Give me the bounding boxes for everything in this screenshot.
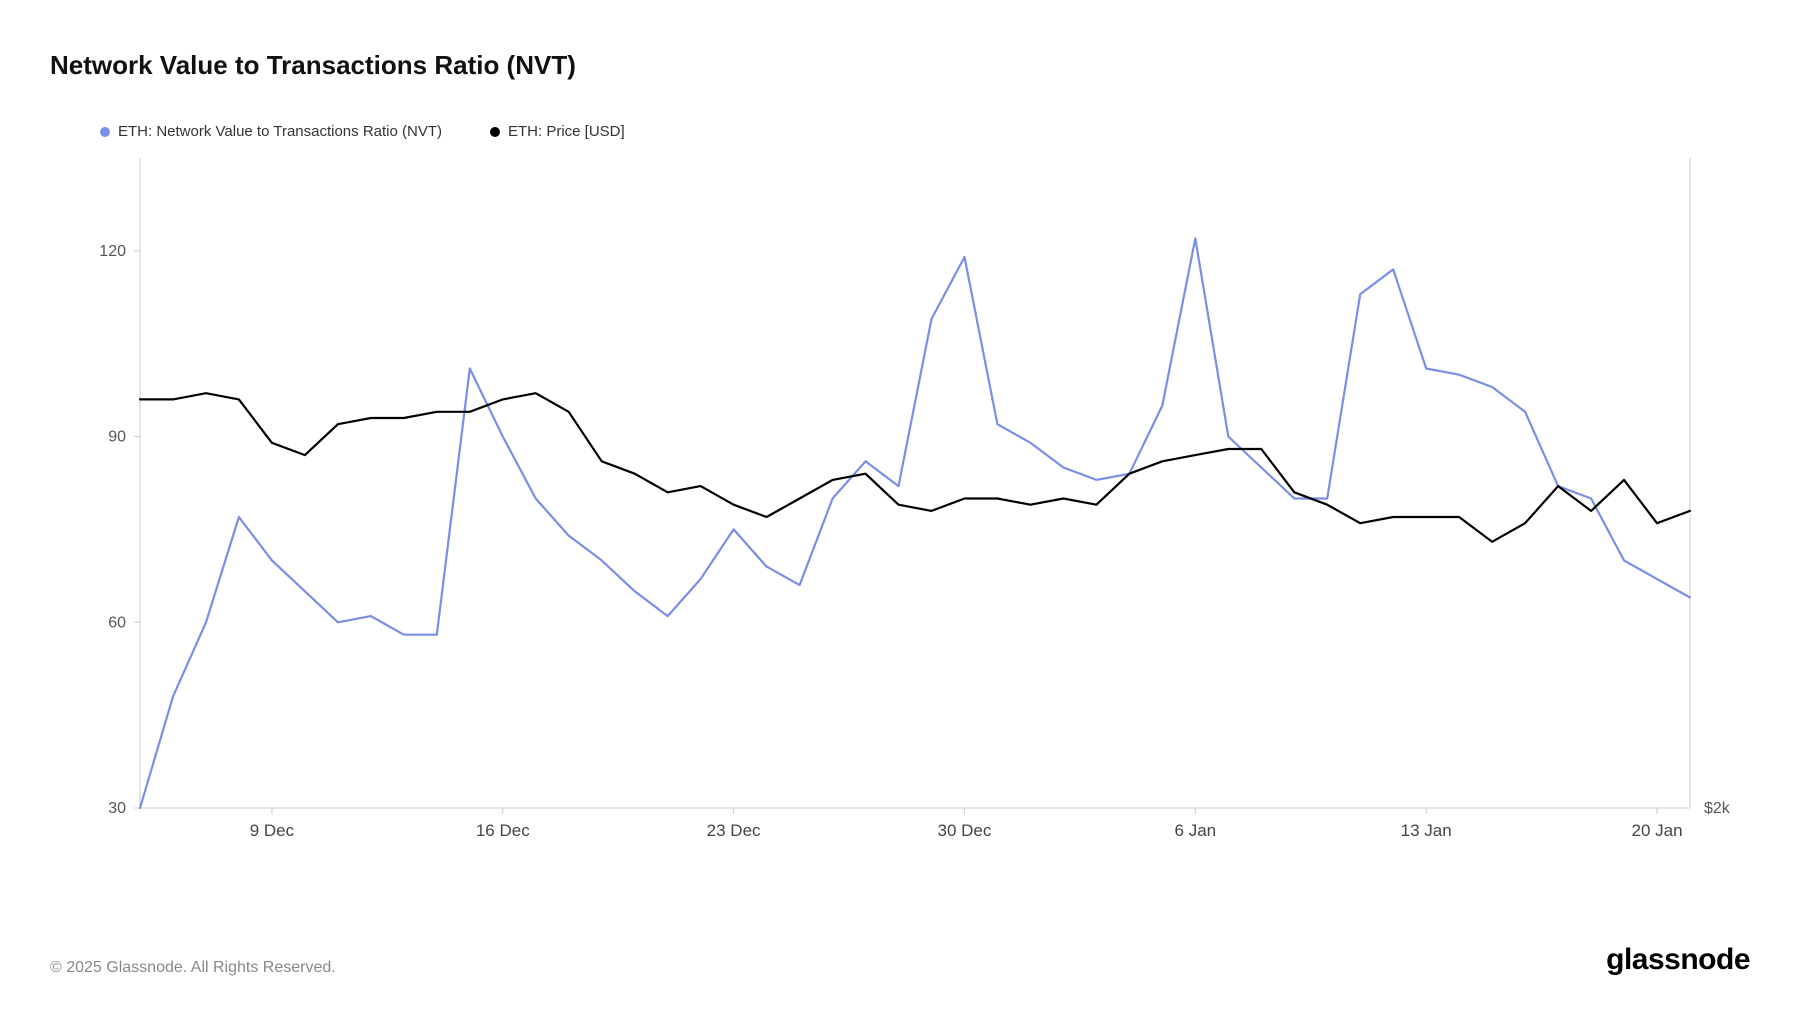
- chart-area: 30 60 90 120 $2k 9 Dec 16 Dec 23 Dec 30 Dec 6 Jan…: [50, 148, 1750, 878]
- footer: © 2025 Glassnode. All Rights Reserved. g…: [50, 943, 1750, 977]
- svg-text:16 Dec: 16 Dec: [476, 821, 530, 840]
- chart-title: Network Value to Transactions Ratio (NVT…: [50, 50, 1750, 81]
- svg-text:23 Dec: 23 Dec: [707, 821, 761, 840]
- chart-container: Network Value to Transactions Ratio (NVT…: [0, 0, 1800, 1013]
- legend-item-nvt: ETH: Network Value to Transactions Ratio…: [100, 123, 442, 140]
- svg-text:6 Jan: 6 Jan: [1175, 821, 1217, 840]
- legend-label-price: ETH: Price [USD]: [508, 123, 625, 140]
- legend-dot-price: [490, 127, 500, 137]
- brand-logo: glassnode: [1606, 943, 1750, 977]
- svg-text:30 Dec: 30 Dec: [938, 821, 992, 840]
- legend-item-price: ETH: Price [USD]: [490, 123, 625, 140]
- svg-text:30: 30: [108, 800, 126, 817]
- svg-text:20 Jan: 20 Jan: [1631, 821, 1682, 840]
- copyright-text: © 2025 Glassnode. All Rights Reserved.: [50, 959, 336, 977]
- line-chart-svg: 30 60 90 120 $2k 9 Dec 16 Dec 23 Dec 30 Dec 6 Jan…: [50, 148, 1750, 878]
- svg-text:90: 90: [108, 429, 126, 446]
- svg-text:60: 60: [108, 614, 126, 631]
- svg-text:$2k: $2k: [1704, 800, 1731, 817]
- legend: ETH: Network Value to Transactions Ratio…: [100, 123, 1750, 140]
- svg-text:9 Dec: 9 Dec: [250, 821, 295, 840]
- svg-text:120: 120: [99, 243, 126, 260]
- svg-text:13 Jan: 13 Jan: [1401, 821, 1452, 840]
- legend-label-nvt: ETH: Network Value to Transactions Ratio…: [118, 123, 442, 140]
- legend-dot-nvt: [100, 127, 110, 137]
